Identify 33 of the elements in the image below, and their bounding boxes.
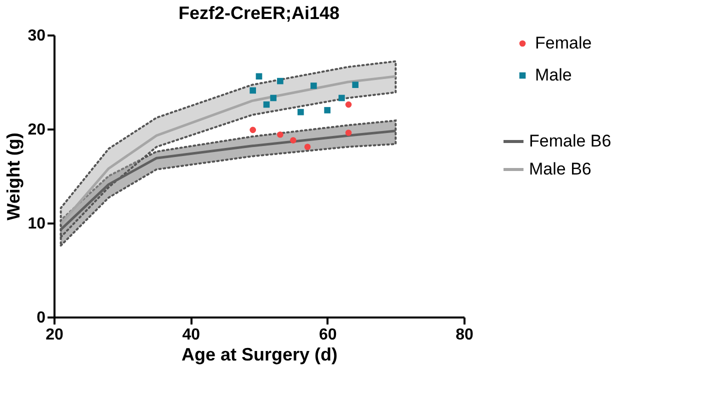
point [304,144,311,150]
legend-label: Female [535,34,592,52]
point [310,82,317,89]
point [338,94,345,102]
x-tick-label: 60 [318,326,337,344]
y-tick-label: 0 [36,310,46,326]
legend-label: Male [535,66,572,84]
point [324,107,330,114]
legend-label: Male B6 [529,160,592,178]
point [345,130,352,136]
x-tick-label: 20 [46,326,64,344]
point [263,101,270,108]
point [250,87,256,94]
point [345,101,352,108]
legend-label: Female B6 [529,132,612,150]
line-series [60,75,397,226]
y-tick-label: 10 [28,216,46,232]
point [298,108,304,116]
point [352,82,359,88]
point [290,137,296,144]
chart-title: Fezf2-CreER;Ai148 [178,3,340,23]
line-series [60,130,397,231]
y-tick-label: 30 [28,28,46,44]
point [270,94,277,102]
y-tick-label: 20 [28,122,46,138]
x-tick-label: 40 [182,326,200,344]
point [277,78,284,84]
point [277,131,284,138]
point [250,126,256,134]
y-axis-title: Weight (g) [4,132,24,220]
x-axis-title: Age at Surgery (d) [181,344,338,364]
x-tick-label: 80 [456,326,474,344]
point [256,73,262,80]
